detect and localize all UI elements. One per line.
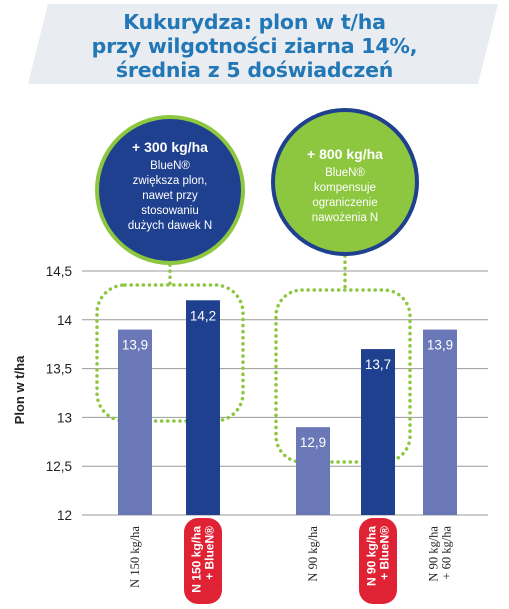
highlight-frames — [95, 254, 412, 464]
callout-bubble-1: + 300 kg/ha BlueN® zwiększa plon, nawet … — [95, 115, 245, 265]
highlight-frame — [95, 283, 245, 423]
x-tick-label: + BlueN® — [378, 526, 392, 580]
chart-title-line-2: przy wilgotności ziarna 14%, — [91, 34, 418, 58]
y-tick-label: 13,5 — [46, 362, 72, 377]
highlight-frame — [274, 288, 412, 464]
y-tick-label: 13 — [57, 410, 72, 425]
bar — [296, 427, 330, 515]
bar — [118, 329, 152, 515]
x-tick-label: N 150 kg/ha — [190, 526, 204, 593]
y-axis-label: Plon w t/ha — [12, 355, 27, 424]
callout-2-line: kompensuje — [313, 182, 376, 194]
x-axis-labels: N 150 kg/ha N 150 kg/ha + BlueN® N 90 kg/ha… — [128, 518, 454, 604]
bar-value-label: 14,2 — [190, 308, 216, 323]
x-label-group: N 90 kg/ha — [306, 526, 320, 582]
callout-1-line: BlueN® — [150, 160, 190, 172]
callout-1-headline: + 300 kg/ha — [132, 139, 208, 155]
bar-value-label: 13,7 — [365, 357, 391, 372]
y-tick-label: 14 — [57, 313, 73, 328]
x-label-group: N 90 kg/ha + 60 kg/ha — [427, 526, 454, 582]
x-tick-label: N 90 kg/ha — [427, 526, 441, 582]
y-tick-label: 12,5 — [46, 459, 72, 474]
callout-bubble-2: + 800 kg/ha BlueN® kompensuje ograniczen… — [271, 108, 419, 256]
chart-title-line-1: Kukurydza: plon w t/ha — [123, 10, 386, 34]
x-tick-label: N 90 kg/ha — [365, 526, 379, 586]
highlight-pill — [359, 518, 397, 604]
callout-1-line: dużych dawek N — [127, 220, 213, 232]
bar-value-label: 13,9 — [122, 338, 148, 353]
callout-1-line: zwiększa plon, — [132, 175, 208, 187]
bar — [361, 349, 395, 515]
callout-2-line: nawożenia N — [311, 212, 379, 224]
x-label-group: N 90 kg/ha + BlueN® — [359, 518, 397, 604]
bar-value-label: 12,9 — [300, 435, 326, 450]
x-tick-label: + BlueN® — [203, 526, 217, 580]
callout-2-headline: + 800 kg/ha — [307, 146, 383, 162]
bar — [423, 329, 457, 515]
callout-1-line: nawet przy — [142, 190, 198, 202]
x-label-group: N 150 kg/ha + BlueN® — [184, 518, 222, 604]
callout-2-line: ograniczenie — [312, 197, 378, 209]
y-axis-ticks: 12 12,5 13 13,5 14 14,5 — [46, 264, 73, 523]
callout-1-line: stosowaniu — [141, 205, 199, 217]
y-tick-label: 12 — [57, 508, 72, 523]
chart-title-line-3: średnia z 5 doświadczeń — [115, 58, 394, 82]
bar-value-label: 13,9 — [427, 338, 453, 353]
x-tick-label: + 60 kg/ha — [440, 526, 454, 580]
callout-2-line: BlueN® — [325, 167, 365, 179]
bar — [186, 300, 220, 515]
x-label-group: N 150 kg/ha — [128, 526, 142, 588]
x-tick-label: N 150 kg/ha — [128, 526, 142, 588]
bars: 13,9 14,2 12,9 13,7 13,9 — [118, 300, 457, 515]
y-tick-label: 14,5 — [46, 264, 72, 279]
highlight-pill — [184, 518, 222, 604]
x-tick-label: N 90 kg/ha — [306, 526, 320, 582]
